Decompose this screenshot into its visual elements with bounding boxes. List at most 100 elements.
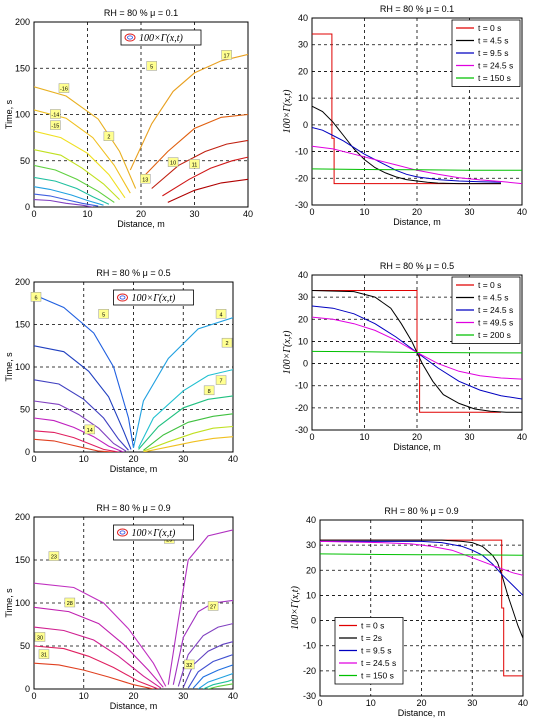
series-line: [320, 540, 523, 596]
x-tick-label: 40: [518, 698, 528, 708]
legend-swatch-inner-icon: [119, 295, 126, 300]
x-tick-label: 40: [517, 432, 527, 442]
y-tick-label: -30: [303, 691, 316, 701]
data-layer: [320, 539, 523, 677]
x-tick-label: 10: [359, 432, 369, 442]
contour-label: 4: [215, 309, 227, 319]
chart-panel-2: 0 10 20 30 40 -30 -20 -10 0 10 20 30 40 RH = 80 % μ =…: [282, 4, 527, 227]
chart-panel-4: 0 10 20 30 40 -30 -20 -10 0 10 20 30 40 RH = 80 % μ =…: [282, 261, 527, 452]
x-tick-label: 20: [416, 698, 426, 708]
series-line: [320, 540, 523, 576]
y-tick-label: 10: [298, 336, 308, 346]
contour-line: [34, 130, 126, 199]
legend-swatch-icon: [124, 33, 136, 42]
contour-line: [34, 430, 119, 452]
y-tick-label: 0: [25, 447, 30, 457]
contour-line: [34, 626, 162, 689]
y-axis-label: Time, s: [4, 352, 14, 382]
legend-label: t = 4.5 s: [478, 36, 508, 46]
legend-swatch-icon: [117, 293, 128, 302]
legend-label: t = 24.5 s: [478, 305, 513, 315]
series-line: [312, 105, 501, 185]
contour-label-box: [146, 61, 157, 71]
contour-label-text: 17: [224, 53, 230, 59]
x-tick-label: 30: [464, 207, 474, 217]
contour-label-text: 13: [142, 177, 148, 183]
x-tick-label: 0: [317, 698, 322, 708]
x-tick-label: 40: [243, 209, 253, 219]
contour-line: [143, 436, 233, 452]
series-line: [320, 539, 523, 639]
legend: t = 0 s t = 4.5 s t = 9.5 s t = 24.5 s t = 1…: [451, 19, 521, 87]
legend-swatch-inner-icon: [119, 530, 126, 535]
contour-line: [34, 582, 167, 687]
contour-line: [151, 139, 248, 189]
contour-label: -14: [50, 109, 61, 119]
contour-label-box: [215, 375, 227, 385]
contour-label-text: 10: [170, 161, 176, 167]
y-tick-label: 150: [15, 63, 30, 73]
legend-label: t = 0 s: [361, 621, 384, 631]
contour-line: [138, 395, 233, 450]
legend-box: [113, 289, 194, 306]
chart-panel-1: 0 10 20 30 40 0 50 100 150 200 RH = 80 % μ = 0.1 Di…: [4, 8, 253, 229]
y-tick-label: 30: [298, 292, 308, 302]
contour-line: [162, 156, 248, 197]
x-tick-label: 20: [128, 454, 138, 464]
data-layer: [34, 294, 233, 452]
legend-label: t = 150 s: [478, 73, 511, 83]
x-axis-label: Distance, m: [110, 464, 158, 474]
y-tick-label: -10: [295, 147, 308, 157]
y-tick-label: 0: [25, 684, 30, 694]
contour-label-box: [221, 50, 232, 60]
y-tick-label: 150: [15, 320, 30, 330]
contour-line: [143, 425, 233, 452]
contour-line: [34, 164, 115, 203]
contour-label-text: 7: [220, 379, 223, 385]
series-line: [320, 553, 523, 556]
x-tick-label: 20: [412, 432, 422, 442]
series-line: [312, 127, 502, 183]
chart-title: RH = 80 % μ = 0.5: [380, 261, 454, 271]
contour-label-box: [183, 659, 195, 670]
x-axis-label: Distance, m: [393, 442, 441, 452]
x-tick-label: 30: [189, 209, 199, 219]
y-tick-label: 100: [15, 598, 30, 608]
data-layer: [312, 33, 522, 185]
contour-label-box: [103, 131, 115, 141]
contour-label-text: 8: [208, 389, 211, 395]
x-tick-label: 20: [136, 209, 146, 219]
y-axis-label: Time, s: [4, 588, 14, 618]
chart-panel-6: 0 10 20 30 40 -30 -20 -10 0 10 20 30 40 RH = 80 % μ =…: [290, 506, 528, 718]
contour-label-box: [34, 632, 46, 642]
legend-label: t = 2s: [361, 633, 382, 643]
series-line: [312, 350, 522, 354]
contour-line: [34, 417, 124, 452]
contour-label-text: -15: [51, 124, 59, 130]
contour-label: 27: [207, 601, 219, 611]
y-tick-label: 0: [303, 359, 308, 369]
legend: t = 0 s t = 4.5 s t = 24.5 s t = 49.5 s t = …: [451, 276, 521, 344]
contour-line: [34, 176, 110, 205]
contour-label: 10: [167, 157, 179, 167]
x-tick-label: 40: [517, 207, 527, 217]
data-layer: [312, 290, 522, 413]
y-tick-label: 0: [303, 120, 308, 130]
contour-line: [167, 529, 233, 685]
legend-swatch-icon: [117, 528, 128, 537]
contour-label-box: [167, 157, 179, 167]
x-tick-label: 10: [82, 209, 92, 219]
legend-label: 100×Γ(x,t): [132, 528, 176, 539]
series-line: [312, 290, 522, 413]
y-tick-label: -20: [303, 666, 316, 676]
legend-box: [113, 524, 194, 541]
contour-label-text: 23: [51, 555, 57, 561]
contour-label: 32: [183, 659, 195, 670]
contour-label-text: 31: [41, 653, 47, 659]
contour-label: 28: [64, 597, 76, 608]
y-tick-label: 200: [15, 17, 30, 27]
y-tick-label: -20: [295, 403, 308, 413]
contour-line: [34, 379, 129, 451]
x-tick-label: 30: [178, 691, 188, 701]
y-tick-label: 50: [20, 156, 30, 166]
